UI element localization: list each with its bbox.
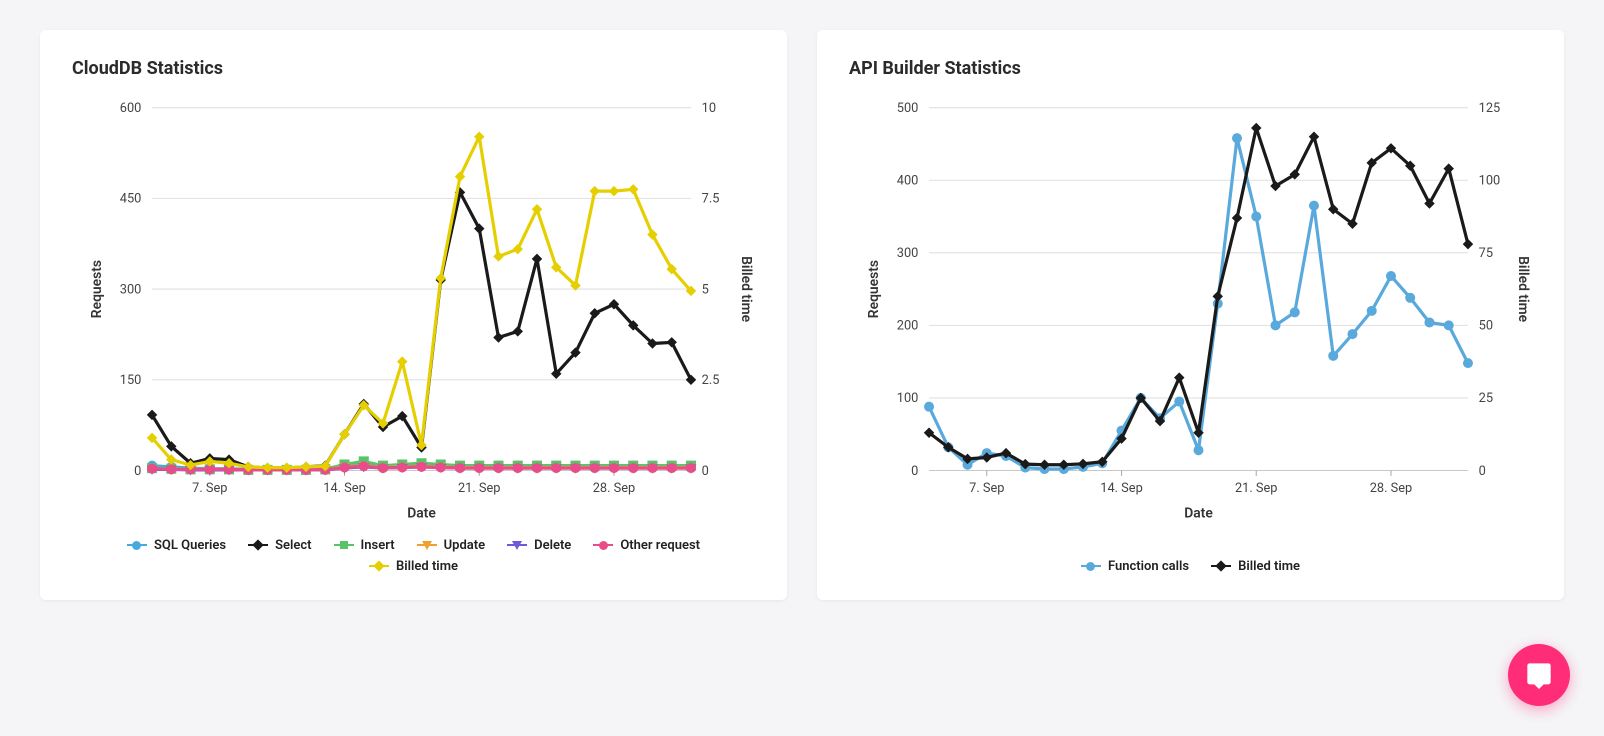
- legend-label: Select: [275, 538, 311, 553]
- svg-text:0: 0: [1479, 464, 1486, 479]
- legend-label: Insert: [361, 538, 395, 553]
- legend-label: Function calls: [1108, 559, 1189, 574]
- apibuilder-legend: Function calls Billed time: [849, 559, 1532, 574]
- svg-text:500: 500: [897, 101, 919, 116]
- svg-text:Requests: Requests: [89, 260, 105, 318]
- svg-text:0: 0: [911, 464, 918, 479]
- svg-text:7. Sep: 7. Sep: [192, 481, 227, 496]
- svg-text:100: 100: [897, 391, 919, 406]
- legend-item[interactable]: SQL Queries: [127, 538, 226, 553]
- apibuilder-chart: 0 100 200 300 400 500 0 25 50 75 100 125 7. Sep 14. S…: [849, 97, 1532, 545]
- legend-item[interactable]: Insert: [334, 538, 395, 553]
- legend-label: SQL Queries: [154, 538, 226, 553]
- svg-text:0: 0: [134, 464, 141, 479]
- svg-text:100: 100: [1479, 174, 1501, 189]
- clouddb-chart: 0 150 300 450 600 0 2.5 5 7.5 10 7. Sep 14. Sep 21. …: [72, 97, 755, 524]
- svg-text:Date: Date: [407, 505, 436, 521]
- legend-label: Delete: [534, 538, 571, 553]
- svg-text:300: 300: [120, 282, 142, 297]
- svg-text:50: 50: [1479, 319, 1493, 334]
- legend-item[interactable]: Function calls: [1081, 559, 1189, 574]
- svg-text:14. Sep: 14. Sep: [1100, 481, 1143, 496]
- legend-label: Other request: [620, 538, 700, 553]
- legend-item[interactable]: Other request: [593, 538, 700, 553]
- svg-text:450: 450: [120, 192, 142, 207]
- svg-text:400: 400: [897, 174, 919, 189]
- svg-text:28. Sep: 28. Sep: [1370, 481, 1413, 496]
- svg-text:10: 10: [702, 101, 716, 116]
- chat-icon: [1525, 661, 1553, 689]
- svg-text:21. Sep: 21. Sep: [458, 481, 501, 496]
- svg-text:600: 600: [120, 101, 142, 116]
- legend-label: Billed time: [396, 559, 458, 574]
- svg-text:21. Sep: 21. Sep: [1235, 481, 1278, 496]
- svg-text:0: 0: [702, 464, 709, 479]
- legend-label: Update: [444, 538, 486, 553]
- legend-label: Billed time: [1238, 559, 1300, 574]
- clouddb-card: CloudDB Statistics 0 150 300 450 600 0 2.5 5 7.5…: [40, 30, 787, 600]
- svg-text:2.5: 2.5: [702, 373, 720, 388]
- svg-text:300: 300: [897, 246, 919, 261]
- dashboard: CloudDB Statistics 0 150 300 450 600 0 2.5 5 7.5…: [40, 30, 1564, 600]
- legend-item[interactable]: Billed time: [369, 559, 458, 574]
- svg-text:125: 125: [1479, 101, 1501, 116]
- svg-text:7. Sep: 7. Sep: [969, 481, 1004, 496]
- apibuilder-card: API Builder Statistics 01002003004005000…: [817, 30, 1564, 600]
- chat-fab[interactable]: [1508, 644, 1570, 706]
- legend-item[interactable]: Update: [417, 538, 486, 553]
- legend-item[interactable]: Delete: [507, 538, 571, 553]
- svg-text:150: 150: [120, 373, 142, 388]
- svg-text:7.5: 7.5: [702, 192, 720, 207]
- svg-text:75: 75: [1479, 246, 1493, 261]
- svg-text:Billed time: Billed time: [1515, 256, 1531, 323]
- svg-text:25: 25: [1479, 391, 1493, 406]
- svg-text:5: 5: [702, 282, 709, 297]
- svg-text:Requests: Requests: [866, 260, 882, 318]
- clouddb-legend: SQL Queries Select Insert Update Delete Other…: [72, 538, 755, 574]
- svg-text:Date: Date: [1184, 505, 1213, 521]
- legend-item[interactable]: Billed time: [1211, 559, 1300, 574]
- clouddb-title: CloudDB Statistics: [72, 58, 755, 79]
- svg-text:Billed time: Billed time: [738, 256, 754, 323]
- svg-text:200: 200: [897, 319, 919, 334]
- legend-item[interactable]: Select: [248, 538, 311, 553]
- apibuilder-title: API Builder Statistics: [849, 58, 1532, 79]
- svg-text:28. Sep: 28. Sep: [593, 481, 636, 496]
- svg-text:14. Sep: 14. Sep: [323, 481, 366, 496]
